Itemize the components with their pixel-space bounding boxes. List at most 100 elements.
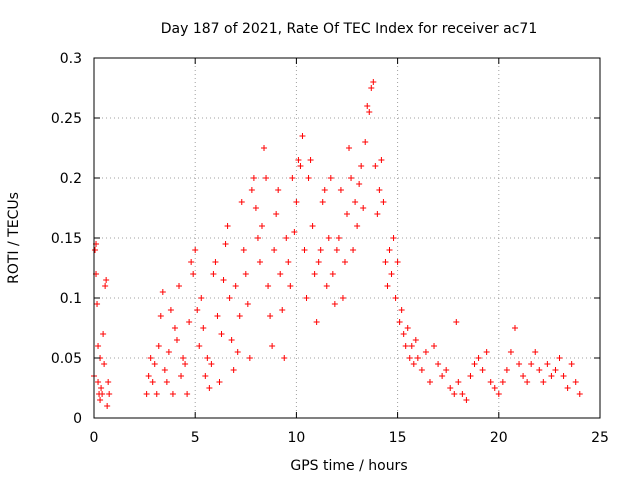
y-tick-label: 0.15 — [51, 231, 82, 247]
data-point — [236, 313, 243, 319]
data-point — [572, 379, 579, 385]
data-point — [319, 199, 326, 205]
data-point — [232, 283, 239, 289]
data-point — [335, 235, 342, 241]
data-point — [267, 313, 274, 319]
data-point — [396, 319, 403, 325]
data-point — [214, 313, 221, 319]
data-point — [374, 211, 381, 217]
data-point — [184, 391, 191, 397]
data-point — [366, 109, 373, 115]
data-point — [426, 379, 433, 385]
data-point — [248, 187, 255, 193]
data-point — [358, 163, 365, 169]
data-point — [418, 367, 425, 373]
data-point — [291, 229, 298, 235]
data-point — [388, 271, 395, 277]
data-point — [104, 403, 111, 409]
x-axis-label: GPS time / hours — [290, 458, 407, 474]
data-point — [568, 361, 575, 367]
data-point — [576, 391, 583, 397]
data-point — [208, 361, 215, 367]
data-point — [313, 319, 320, 325]
data-point — [95, 343, 102, 349]
data-point — [392, 295, 399, 301]
data-point — [186, 319, 193, 325]
data-point — [269, 343, 276, 349]
data-point — [285, 259, 292, 265]
data-point — [180, 355, 187, 361]
data-point — [159, 289, 166, 295]
data-point — [216, 379, 223, 385]
data-point — [400, 331, 407, 337]
y-axis-label: ROTI / TECUs — [6, 192, 22, 284]
y-tick-label: 0.05 — [51, 351, 82, 367]
data-point — [246, 355, 253, 361]
data-point — [360, 205, 367, 211]
data-point — [372, 163, 379, 169]
data-point — [224, 223, 231, 229]
data-point — [532, 349, 539, 355]
data-point — [157, 313, 164, 319]
data-point — [524, 379, 531, 385]
data-point — [283, 235, 290, 241]
data-point — [364, 103, 371, 109]
data-point — [311, 271, 318, 277]
data-point — [443, 367, 450, 373]
y-tick-label: 0.1 — [60, 291, 82, 307]
data-point — [188, 259, 195, 265]
data-point — [92, 247, 99, 253]
data-point — [250, 175, 257, 181]
data-point — [406, 355, 413, 361]
data-point — [254, 235, 261, 241]
data-point — [552, 367, 559, 373]
data-point — [386, 247, 393, 253]
data-point — [167, 307, 174, 313]
data-point — [337, 187, 344, 193]
data-point — [560, 373, 567, 379]
data-point — [507, 349, 514, 355]
data-point — [447, 385, 454, 391]
data-point — [106, 391, 113, 397]
data-point — [198, 295, 205, 301]
data-point — [331, 301, 338, 307]
data-point — [256, 259, 263, 265]
data-point — [384, 283, 391, 289]
data-point — [169, 391, 176, 397]
x-tick-label: 0 — [90, 430, 99, 446]
data-point — [323, 283, 330, 289]
data-point — [97, 397, 104, 403]
data-points — [91, 79, 583, 409]
data-point — [299, 133, 306, 139]
y-tick-label: 0.3 — [60, 51, 82, 67]
data-point — [190, 271, 197, 277]
x-tick-label: 15 — [389, 430, 407, 446]
data-point — [356, 181, 363, 187]
data-point — [495, 391, 502, 397]
data-point — [200, 325, 207, 331]
data-point — [293, 199, 300, 205]
data-point — [228, 337, 235, 343]
x-tick-label: 25 — [591, 430, 609, 446]
data-point — [176, 283, 183, 289]
data-point — [234, 349, 241, 355]
data-point — [252, 205, 259, 211]
data-point — [196, 343, 203, 349]
data-point — [210, 271, 217, 277]
data-point — [153, 391, 160, 397]
data-point — [277, 271, 284, 277]
data-point — [431, 343, 438, 349]
data-point — [204, 355, 211, 361]
chart-title: Day 187 of 2021, Rate Of TEC Index for r… — [161, 21, 537, 37]
data-point — [161, 367, 168, 373]
data-point — [380, 199, 387, 205]
data-point — [289, 175, 296, 181]
data-point — [348, 175, 355, 181]
data-point — [147, 355, 154, 361]
data-point — [171, 325, 178, 331]
data-point — [101, 361, 108, 367]
data-point — [242, 271, 249, 277]
data-point — [376, 187, 383, 193]
data-point — [394, 259, 401, 265]
